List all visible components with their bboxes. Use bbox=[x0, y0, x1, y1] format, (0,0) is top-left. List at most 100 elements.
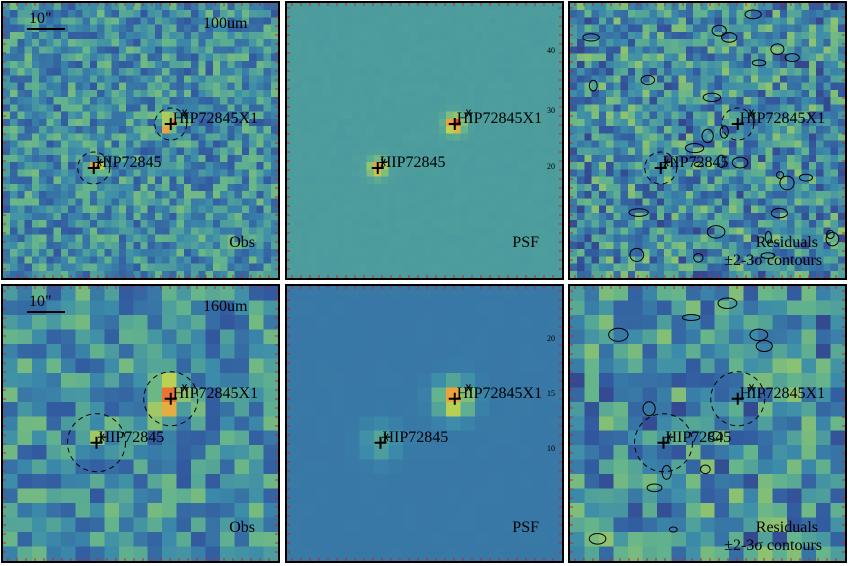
aperture-circle bbox=[644, 151, 678, 185]
tick-label: 25 bbox=[547, 286, 555, 288]
contour bbox=[701, 128, 714, 144]
cross-marker bbox=[657, 436, 670, 449]
contour bbox=[719, 125, 729, 139]
contour bbox=[588, 532, 607, 545]
cross-marker bbox=[87, 162, 100, 174]
star-marker bbox=[382, 433, 390, 441]
panel-100um-residual: HIP72845X1 HIP72845 Residuals ±2-3σ contour… bbox=[568, 1, 847, 280]
contour bbox=[681, 313, 701, 322]
band-label: 160um bbox=[203, 298, 248, 315]
residual-contours bbox=[582, 9, 840, 263]
aperture-circle bbox=[634, 413, 693, 473]
source-hip72845x1: HIP72845X1 bbox=[710, 371, 825, 427]
edge-ticks bbox=[3, 286, 278, 561]
tick-label: 20 bbox=[547, 162, 555, 171]
star-marker bbox=[180, 384, 189, 392]
source-hip72845x1: HIP72845X1 bbox=[154, 107, 258, 141]
source-hip72845: HIP72845 bbox=[644, 151, 729, 185]
edge-ticks bbox=[570, 286, 845, 561]
band-label: 100um bbox=[203, 15, 248, 32]
source-label: HIP72845X1 bbox=[457, 110, 542, 127]
aperture-circle bbox=[77, 151, 111, 185]
panel-overlay: HIP72845X1 HIP72845 Residuals±2-3σ contour… bbox=[570, 286, 845, 561]
source-hip72845: HIP72845 bbox=[77, 151, 162, 185]
contour bbox=[779, 175, 795, 191]
tick-label: 40 bbox=[547, 46, 555, 55]
contour bbox=[642, 401, 656, 417]
contour bbox=[721, 32, 738, 43]
contour bbox=[693, 253, 704, 263]
aperture-circle bbox=[710, 371, 766, 427]
edge-ticks bbox=[287, 3, 562, 278]
contour bbox=[661, 464, 672, 480]
source-hip72845: HIP72845 bbox=[67, 413, 165, 473]
cross-marker bbox=[654, 162, 667, 174]
source-label: HIP72845X1 bbox=[173, 385, 258, 402]
contour bbox=[684, 143, 705, 154]
cross-marker bbox=[164, 118, 177, 130]
star-marker bbox=[98, 433, 106, 441]
edge-ticks bbox=[3, 3, 278, 278]
intensity-map bbox=[287, 3, 562, 278]
cross-marker bbox=[374, 436, 387, 449]
contour bbox=[629, 247, 645, 262]
source-label: HIP72845 bbox=[96, 154, 162, 171]
intensity-map bbox=[3, 286, 278, 561]
contour bbox=[717, 154, 726, 169]
contour bbox=[706, 225, 726, 239]
source-hip72845x1: HIP72845X1 bbox=[721, 107, 825, 141]
contour bbox=[770, 207, 788, 219]
contour bbox=[608, 327, 629, 342]
intensity-map bbox=[3, 3, 278, 278]
contour bbox=[628, 208, 649, 217]
aperture-circle bbox=[143, 371, 199, 427]
contour bbox=[711, 24, 727, 37]
contour bbox=[717, 297, 738, 309]
panel-label: Obs bbox=[229, 234, 255, 251]
source-label: HIP72845X1 bbox=[740, 385, 825, 402]
panel-label: PSF bbox=[512, 519, 539, 536]
scale-bar: 10" bbox=[27, 293, 65, 313]
contour bbox=[731, 156, 749, 169]
aperture-circle bbox=[154, 107, 188, 141]
source-label: HIP72845 bbox=[663, 154, 729, 171]
panel-sublabel: ±2-3σ contours bbox=[724, 252, 822, 269]
scale-bar-label: 10" bbox=[29, 10, 52, 27]
contour bbox=[770, 43, 785, 56]
cross-marker bbox=[731, 118, 744, 130]
contour bbox=[700, 464, 711, 475]
contour bbox=[702, 92, 722, 103]
panel-100um-observed: HIP72845X1 HIP72845 10" 100um Obs bbox=[1, 1, 280, 280]
edge-ticks bbox=[287, 286, 562, 561]
panel-label: Residuals bbox=[756, 234, 818, 251]
panel-160um-residual: HIP72845X1 HIP72845 Residuals ±2-3σ contour… bbox=[568, 284, 847, 563]
contour bbox=[693, 161, 704, 168]
scale-bar-label: 10" bbox=[29, 293, 52, 310]
source-label: HIP72845 bbox=[383, 429, 449, 446]
panel-overlay: HIP72845X1 HIP72845 10" 160um Obs bbox=[3, 286, 278, 561]
panel-label: Obs bbox=[229, 519, 255, 536]
contour bbox=[784, 53, 800, 63]
source-label: HIP72845X1 bbox=[740, 110, 825, 127]
panel-sublabel: ±2-3σ contours bbox=[724, 537, 822, 554]
contour bbox=[749, 328, 769, 342]
star-marker bbox=[662, 158, 671, 167]
cross-marker bbox=[731, 392, 744, 405]
cross-marker bbox=[90, 436, 103, 449]
star-marker bbox=[747, 384, 756, 392]
contour bbox=[826, 229, 835, 240]
panel-160um-observed: HIP72845X1 HIP72845 10" 160um Obs bbox=[1, 284, 280, 563]
contour bbox=[798, 173, 813, 182]
cross-marker bbox=[448, 392, 461, 405]
source-hip72845x1: HIP72845X1 bbox=[448, 109, 542, 130]
source-label: HIP72845X1 bbox=[173, 110, 258, 127]
contour bbox=[764, 230, 772, 244]
source-label: HIP72845 bbox=[99, 429, 165, 446]
contour bbox=[775, 171, 785, 179]
tick-label: 15 bbox=[547, 389, 555, 398]
panel-100um-psf_model: HIP72845X1 HIP72845 20 30 40 PSF bbox=[285, 1, 564, 280]
contour bbox=[708, 431, 723, 441]
contour bbox=[640, 74, 656, 86]
source-hip72845: HIP72845 bbox=[634, 413, 731, 473]
